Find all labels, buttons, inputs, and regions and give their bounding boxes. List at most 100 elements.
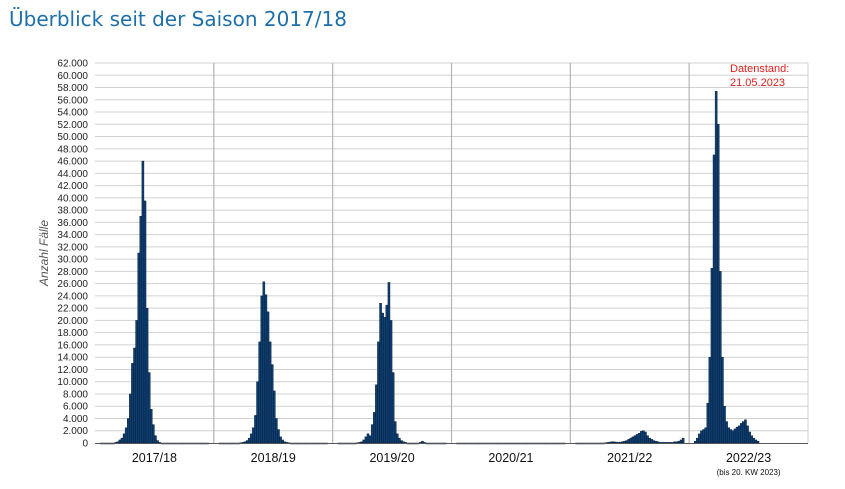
bar: [625, 440, 628, 444]
bar: [383, 317, 387, 444]
bar: [744, 419, 747, 444]
bar: [270, 364, 274, 444]
bar: [389, 320, 393, 444]
bar: [721, 356, 724, 444]
y-tick-label: 42.000: [57, 181, 88, 192]
y-tick-label: 34.000: [57, 230, 88, 241]
bar: [147, 372, 151, 444]
bar: [273, 390, 276, 444]
bar: [746, 425, 749, 444]
y-tick-label: 46.000: [57, 157, 88, 168]
bar: [366, 433, 370, 444]
bar: [373, 412, 376, 444]
bar: [637, 432, 641, 444]
bar: [698, 433, 701, 444]
bar: [122, 433, 126, 444]
bar: [364, 436, 368, 444]
bar: [360, 441, 363, 444]
y-tick-label: 28.000: [57, 267, 88, 278]
bar: [277, 429, 280, 444]
bar: [143, 200, 147, 444]
y-tick-label: 20.000: [57, 316, 88, 327]
bar: [754, 439, 758, 444]
bar: [693, 440, 697, 444]
bar: [127, 418, 130, 444]
season-label: 2019/20: [369, 451, 414, 465]
bar: [139, 216, 143, 444]
y-tick-label: 62.000: [57, 59, 88, 70]
bar: [712, 154, 716, 444]
bar: [368, 435, 372, 444]
y-tick-label: 22.000: [57, 304, 88, 315]
y-tick-label: 36.000: [57, 218, 88, 229]
y-tick-label: 14.000: [57, 353, 88, 364]
bar: [706, 402, 710, 444]
bar: [154, 435, 157, 444]
bar: [735, 426, 739, 444]
y-tick-label: 30.000: [57, 255, 88, 266]
bar: [400, 440, 403, 444]
bar: [644, 431, 647, 444]
bar: [702, 429, 705, 444]
data-status-line2: 21.05.2023: [730, 77, 785, 89]
bar: [379, 303, 382, 444]
bar: [124, 427, 128, 444]
bar: [673, 441, 676, 444]
bar: [704, 427, 707, 444]
bar: [631, 436, 635, 444]
bar: [608, 441, 612, 444]
bar: [266, 311, 270, 444]
bar: [696, 437, 699, 444]
y-tick-label: 60.000: [57, 71, 88, 82]
bar: [731, 430, 735, 444]
bar: [254, 415, 257, 444]
bar: [145, 307, 149, 444]
y-tick-label: 4.000: [63, 414, 88, 425]
bar: [733, 428, 737, 444]
bar: [256, 381, 259, 444]
y-tick-label: 48.000: [57, 144, 88, 155]
bar: [150, 409, 153, 444]
y-tick-label: 10.000: [57, 377, 88, 388]
bar: [648, 437, 651, 444]
season-label: 2018/19: [251, 451, 296, 465]
season-note: (bis 20. KW 2023): [717, 468, 781, 477]
bar: [710, 268, 714, 444]
bar: [656, 441, 660, 444]
bar: [708, 356, 712, 444]
bar: [135, 320, 138, 444]
y-tick-label: 0: [82, 439, 88, 450]
bar: [652, 440, 656, 444]
bar: [131, 363, 134, 444]
bar: [385, 304, 389, 444]
bar: [635, 434, 639, 444]
bar: [129, 393, 132, 444]
y-tick-label: 8.000: [63, 389, 88, 400]
bar: [650, 439, 653, 444]
bar: [700, 430, 703, 444]
bar: [677, 440, 681, 444]
bar: [387, 282, 391, 444]
y-tick-label: 24.000: [57, 291, 88, 302]
page-title: Überblick seit der Saison 2017/18: [9, 7, 347, 31]
bar: [116, 441, 120, 444]
bar: [402, 441, 405, 444]
bar: [362, 439, 366, 444]
bar: [675, 441, 679, 444]
bar: [393, 421, 397, 444]
bar: [264, 294, 268, 444]
bar: [619, 441, 622, 444]
bar: [120, 437, 124, 444]
bar: [245, 440, 249, 444]
bar: [398, 437, 401, 444]
y-tick-label: 40.000: [57, 193, 88, 204]
bar: [716, 124, 720, 444]
bar: [370, 424, 374, 444]
bar: [152, 424, 155, 444]
bar: [137, 252, 140, 444]
y-tick-label: 44.000: [57, 169, 88, 180]
y-tick-label: 54.000: [57, 108, 88, 119]
bar: [752, 437, 756, 444]
